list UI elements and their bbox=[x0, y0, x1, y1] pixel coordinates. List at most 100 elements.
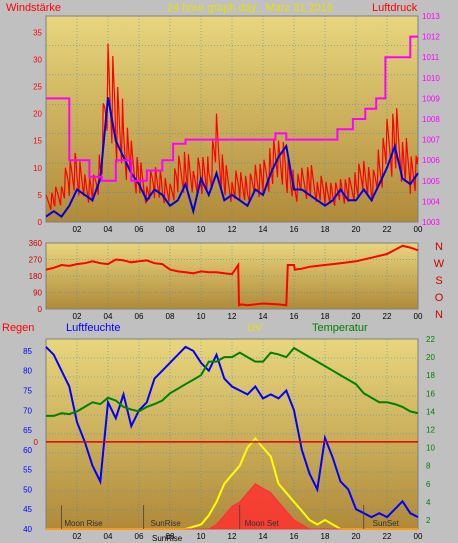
temperature-y-tick-label: 4 bbox=[426, 498, 431, 507]
pressure-y-tick-label: 1008 bbox=[422, 115, 440, 124]
direction-y-tick-label: 90 bbox=[33, 289, 42, 298]
pressure-y-tick-label: 1009 bbox=[422, 94, 440, 103]
direction-y-tick-label: 180 bbox=[29, 272, 43, 281]
rain-axis-title: Regen bbox=[2, 322, 34, 334]
x-tick-label: 06 bbox=[135, 312, 144, 321]
wind-y-tick-label: 35 bbox=[33, 28, 42, 37]
pressure-y-tick-label: 1011 bbox=[422, 53, 440, 62]
x-tick-label: 18 bbox=[321, 225, 330, 234]
temperature-line bbox=[46, 346, 419, 417]
wind-y-tick-label: 5 bbox=[38, 191, 43, 200]
temperature-y-tick-label: 6 bbox=[426, 480, 431, 489]
x-tick-label: 10 bbox=[197, 225, 206, 234]
x-tick-label: 14 bbox=[259, 225, 268, 234]
x-tick-label: 08 bbox=[166, 532, 175, 541]
x-tick-label: 20 bbox=[352, 312, 361, 321]
wind-average-line bbox=[45, 97, 419, 218]
humidity-y-tick-label: 65 bbox=[23, 426, 32, 435]
temperature-y-tick-label: 8 bbox=[426, 462, 431, 471]
x-tick-label: 18 bbox=[321, 532, 330, 541]
event-label: Moon Set bbox=[245, 519, 280, 528]
compass-letter: S bbox=[435, 275, 442, 287]
pressure-y-tick-label: 1004 bbox=[422, 197, 440, 206]
temperature-y-tick-label: 2 bbox=[426, 516, 431, 525]
event-label: Moon Rise bbox=[64, 519, 103, 528]
chart-title: 24 hour graph day . Marz 31 2016 bbox=[167, 2, 333, 14]
x-tick-label: 12 bbox=[228, 532, 237, 541]
pressure-y-tick-label: 1013 bbox=[422, 12, 440, 21]
wind-y-tick-label: 10 bbox=[33, 164, 42, 173]
x-tick-label: 08 bbox=[166, 312, 175, 321]
rain-axis-zero-label: 0 bbox=[34, 438, 39, 447]
humidity-y-tick-label: 50 bbox=[23, 485, 32, 494]
wind-y-tick-label: 20 bbox=[33, 110, 42, 119]
x-tick-label: 04 bbox=[104, 312, 113, 321]
temperature-y-tick-label: 12 bbox=[426, 425, 435, 434]
humidity-y-tick-label: 55 bbox=[23, 466, 32, 475]
wind-y-tick-label: 30 bbox=[33, 55, 42, 64]
humidity-line bbox=[45, 345, 419, 519]
humidity-axis-title: Luftfeuchte bbox=[66, 322, 120, 334]
temperature-y-tick-label: 18 bbox=[426, 371, 435, 380]
x-tick-label: 16 bbox=[290, 312, 299, 321]
x-tick-label: 22 bbox=[383, 225, 392, 234]
humidity-y-tick-label: 80 bbox=[23, 367, 32, 376]
x-tick-label: 00 bbox=[414, 225, 423, 234]
direction-y-tick-label: 360 bbox=[29, 239, 43, 248]
temperature-axis-title: Temperatur bbox=[312, 322, 368, 334]
pressure-line bbox=[46, 35, 418, 182]
wind-y-tick-label: 25 bbox=[33, 82, 42, 91]
wind-axis-title: Windstärke bbox=[6, 2, 61, 14]
x-tick-label: 20 bbox=[352, 532, 361, 541]
temperature-y-tick-label: 10 bbox=[426, 444, 435, 453]
x-tick-label: 14 bbox=[259, 312, 268, 321]
pressure-axis-title: Luftdruck bbox=[372, 2, 418, 14]
humidity-y-tick-label: 70 bbox=[23, 406, 32, 415]
sunrise-axis-label: SunRise bbox=[152, 534, 183, 543]
x-tick-label: 06 bbox=[135, 532, 144, 541]
x-tick-label: 10 bbox=[197, 312, 206, 321]
humidity-y-tick-label: 45 bbox=[23, 505, 32, 514]
compass-letter: N bbox=[435, 241, 443, 253]
x-tick-label: 14 bbox=[259, 532, 268, 541]
temperature-y-tick-label: 16 bbox=[426, 389, 435, 398]
wind-gust-line bbox=[45, 43, 419, 210]
event-label: SunRise bbox=[151, 519, 182, 528]
uv-legend-title: UV bbox=[247, 322, 263, 334]
wind-direction-line bbox=[45, 244, 419, 307]
x-tick-label: 04 bbox=[104, 532, 113, 541]
compass-letter: O bbox=[435, 292, 444, 304]
humidity-y-tick-label: 60 bbox=[23, 446, 32, 455]
temperature-y-tick-label: 14 bbox=[426, 407, 435, 416]
pressure-y-tick-label: 1003 bbox=[422, 218, 440, 227]
direction-y-tick-label: 0 bbox=[38, 305, 43, 314]
x-tick-label: 16 bbox=[290, 225, 299, 234]
x-tick-label: 22 bbox=[383, 532, 392, 541]
direction-y-tick-label: 270 bbox=[29, 256, 43, 265]
event-label: SunSet bbox=[373, 519, 400, 528]
x-tick-label: 04 bbox=[104, 225, 113, 234]
compass-letter: N bbox=[435, 309, 443, 321]
x-tick-label: 12 bbox=[228, 225, 237, 234]
pressure-y-tick-label: 1005 bbox=[422, 177, 440, 186]
x-tick-label: 02 bbox=[73, 532, 82, 541]
compass-letter: W bbox=[434, 258, 445, 270]
humidity-y-tick-label: 85 bbox=[23, 347, 32, 356]
humidity-y-tick-label: 40 bbox=[23, 525, 32, 534]
solar-area bbox=[46, 483, 418, 530]
x-tick-label: 12 bbox=[228, 312, 237, 321]
x-tick-label: 02 bbox=[73, 312, 82, 321]
x-tick-label: 00 bbox=[414, 532, 423, 541]
x-tick-label: 08 bbox=[166, 225, 175, 234]
x-tick-label: 06 bbox=[135, 225, 144, 234]
x-tick-label: 00 bbox=[414, 312, 423, 321]
wind-y-tick-label: 15 bbox=[33, 137, 42, 146]
pressure-y-tick-label: 1006 bbox=[422, 156, 440, 165]
x-tick-label: 22 bbox=[383, 312, 392, 321]
pressure-y-tick-label: 1012 bbox=[422, 33, 440, 42]
x-tick-label: 18 bbox=[321, 312, 330, 321]
temperature-y-tick-label: 20 bbox=[426, 353, 435, 362]
